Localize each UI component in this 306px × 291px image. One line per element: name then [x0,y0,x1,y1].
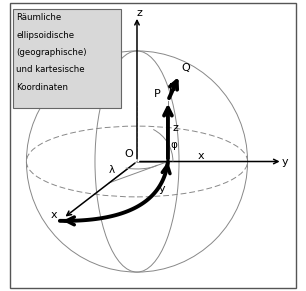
Text: Koordinaten: Koordinaten [16,83,68,92]
Text: (geographische): (geographische) [16,48,87,57]
Text: x: x [198,151,204,161]
Text: λ: λ [108,165,114,175]
Text: φ: φ [170,140,177,150]
Text: z: z [137,8,143,18]
Text: y: y [282,157,289,166]
Text: Räumliche: Räumliche [16,13,62,22]
Text: P: P [154,89,161,99]
Text: und kartesische: und kartesische [16,65,85,74]
Text: Q: Q [181,63,190,73]
Text: h: h [170,83,177,93]
Text: x: x [51,210,58,220]
Text: ellipsoidische: ellipsoidische [16,31,74,40]
Text: y: y [159,184,166,194]
Text: O: O [124,149,132,159]
Text: z: z [172,123,178,133]
Bar [13,9,121,108]
